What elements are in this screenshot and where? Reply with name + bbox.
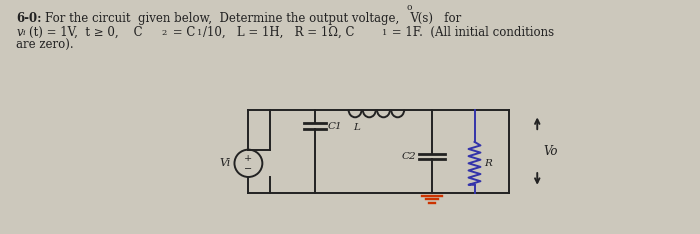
Text: 1: 1 — [382, 29, 387, 37]
Text: o: o — [407, 3, 412, 12]
Text: i: i — [22, 29, 25, 37]
Text: −: − — [244, 165, 253, 174]
Text: (s)   for: (s) for — [414, 12, 461, 25]
Text: (t) = 1V,  t ≥ 0,    C: (t) = 1V, t ≥ 0, C — [29, 26, 143, 39]
Text: +: + — [244, 154, 253, 163]
Text: = C: = C — [169, 26, 195, 39]
Text: 2: 2 — [162, 29, 167, 37]
Text: Vo: Vo — [543, 145, 558, 158]
Text: v: v — [16, 26, 23, 39]
Text: R: R — [484, 159, 492, 168]
Text: Vi: Vi — [219, 158, 230, 168]
Text: 1: 1 — [197, 29, 202, 37]
Text: /10,   L = 1H,   R = 1Ω, C: /10, L = 1H, R = 1Ω, C — [202, 26, 354, 39]
Text: C2: C2 — [401, 152, 416, 161]
Text: L: L — [353, 123, 360, 132]
Text: For the circuit  given below,  Determine the output voltage,   V: For the circuit given below, Determine t… — [46, 12, 419, 25]
Text: = 1F.  (All initial conditions: = 1F. (All initial conditions — [388, 26, 554, 39]
Text: 6-0:: 6-0: — [16, 12, 42, 25]
Text: are zero).: are zero). — [16, 39, 74, 52]
Text: C1: C1 — [328, 122, 343, 131]
